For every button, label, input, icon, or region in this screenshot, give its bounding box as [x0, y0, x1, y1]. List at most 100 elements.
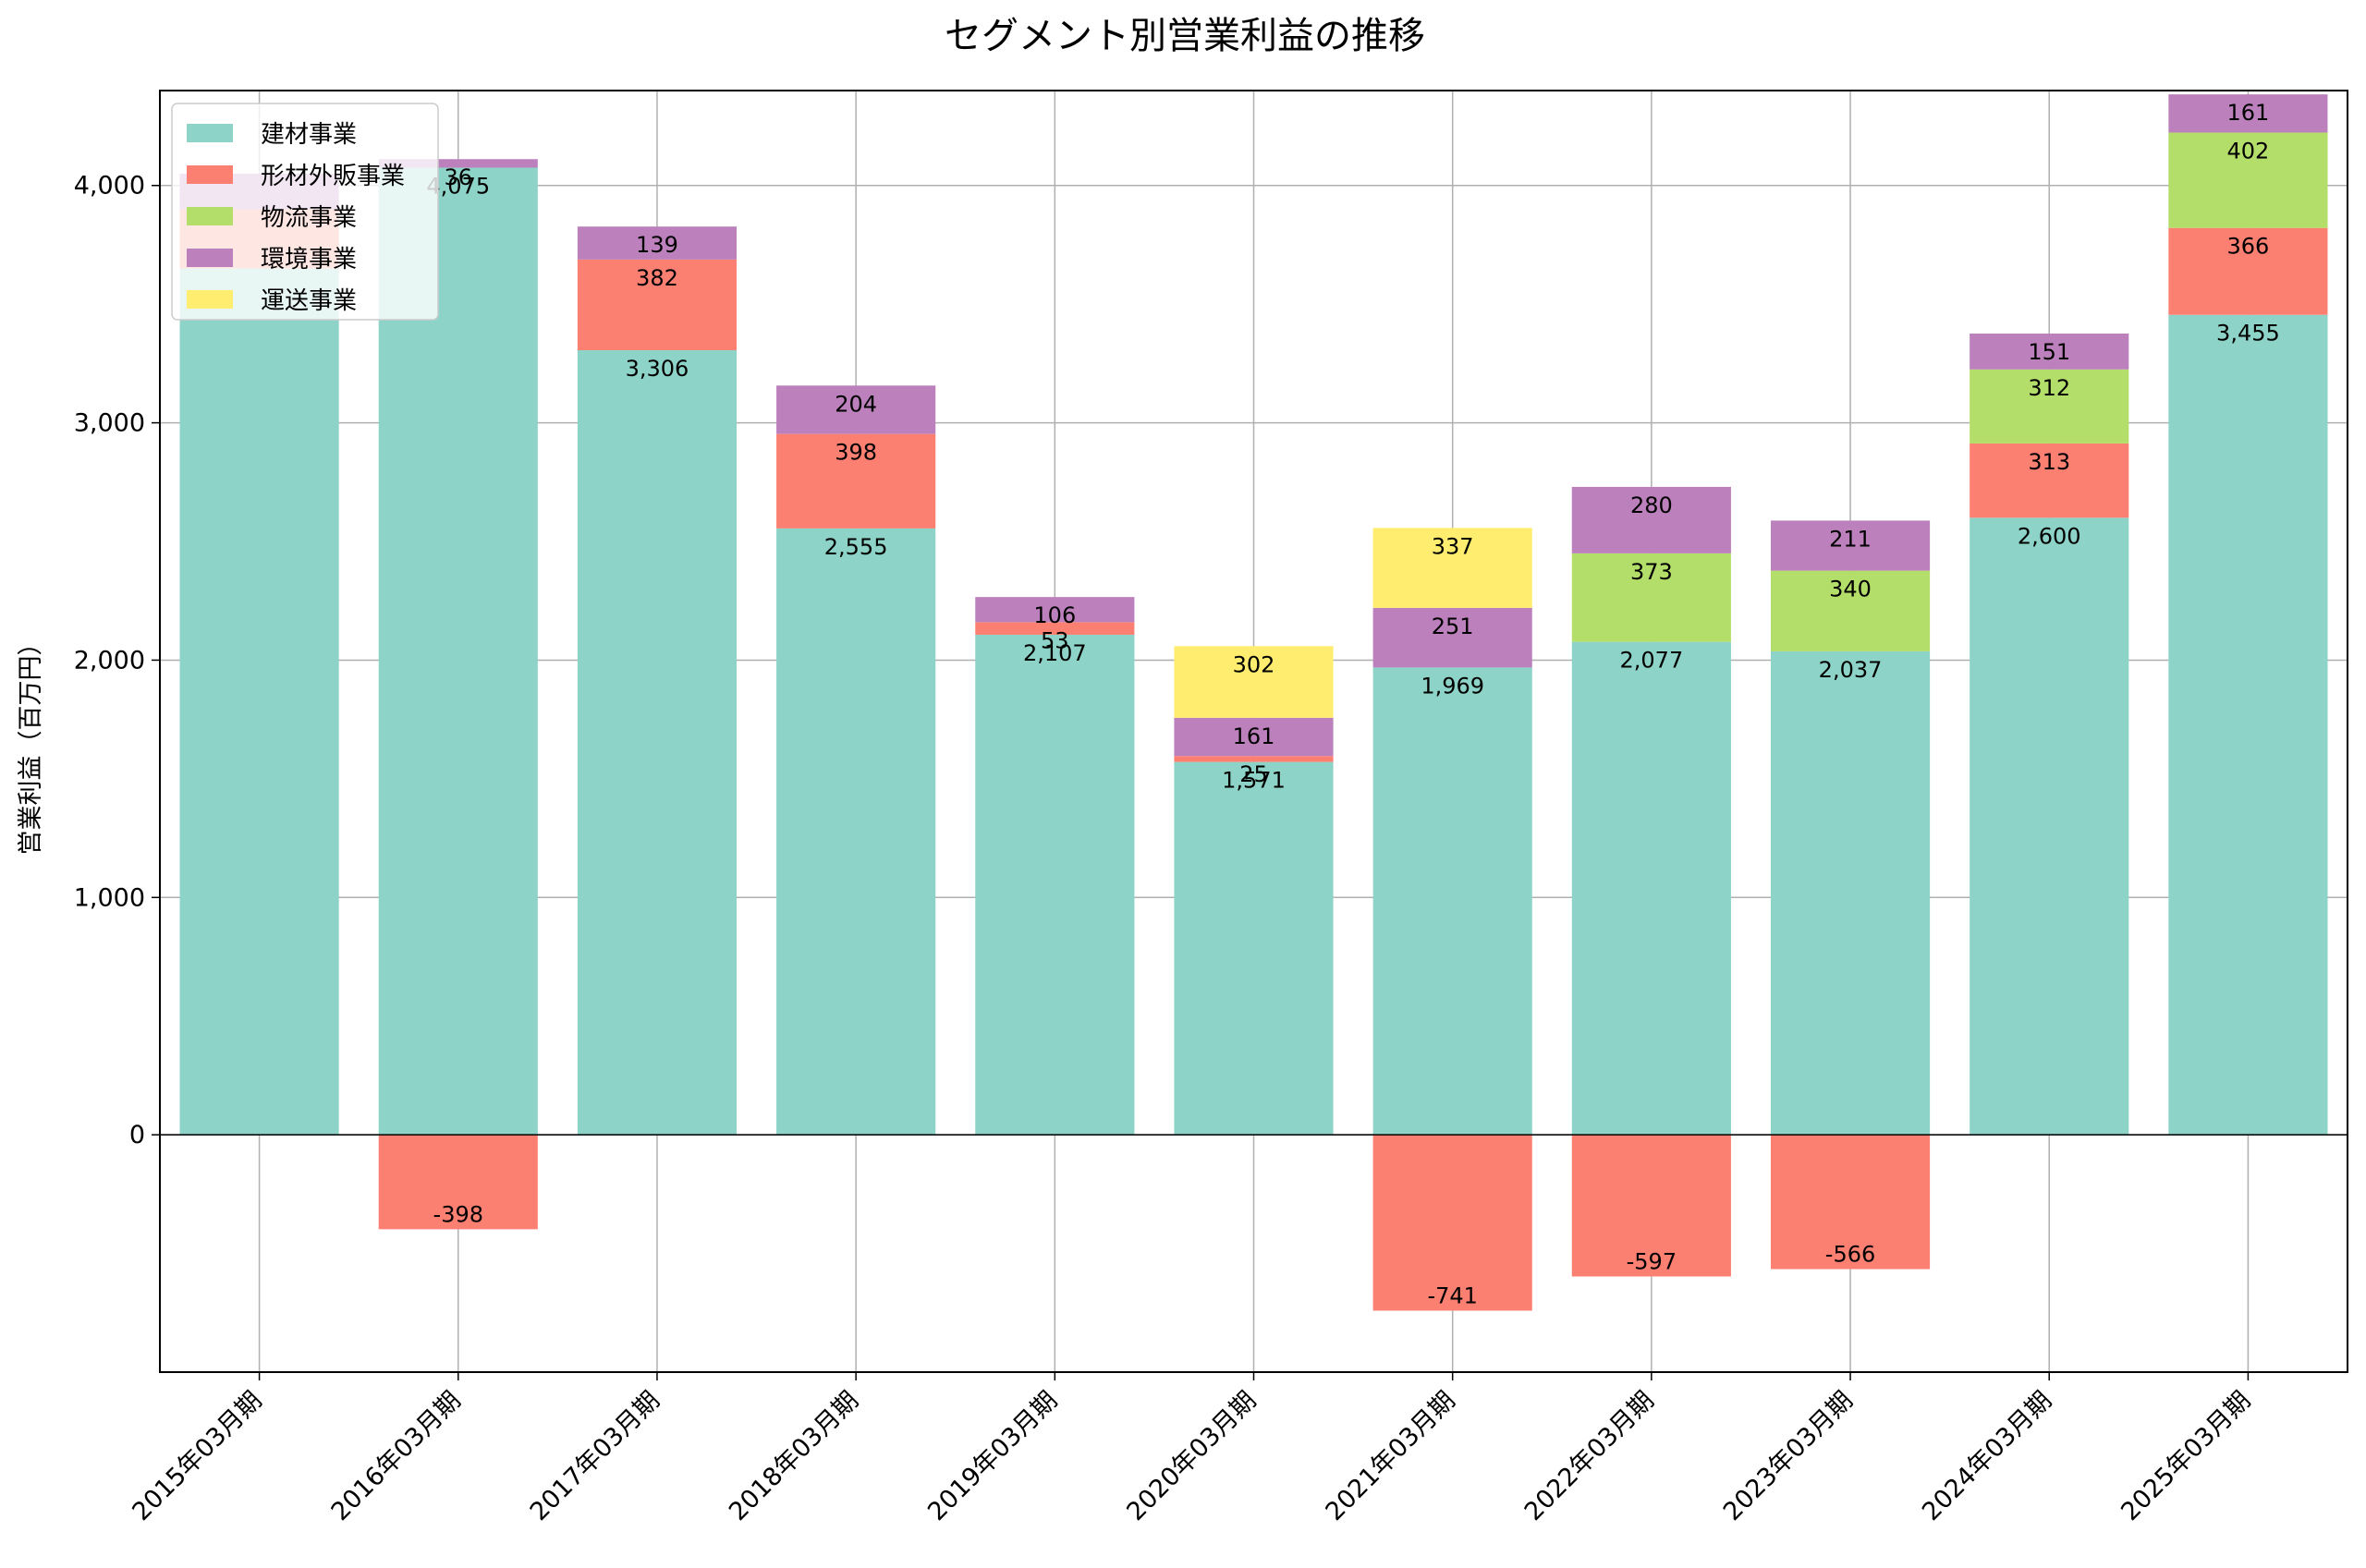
chart-title: セグメント別営業利益の推移 — [945, 15, 1425, 57]
y-tick-label: 1,000 — [74, 883, 145, 912]
bar-segment — [1970, 517, 2129, 1136]
x-tick-label: 2020年03月期 — [1121, 1386, 1262, 1526]
data-label: 312 — [2028, 375, 2070, 401]
data-label: 53 — [1041, 627, 1069, 653]
legend-swatch — [187, 124, 233, 142]
bar-segment — [1770, 520, 1931, 571]
bar-segment — [1174, 717, 1334, 757]
y-tick-label: 2,000 — [74, 646, 145, 675]
data-label: -398 — [433, 1201, 483, 1227]
bar-segment — [975, 622, 1135, 635]
data-label: 106 — [1033, 602, 1076, 628]
data-label: 25 — [1239, 761, 1268, 787]
bar-segment — [1571, 641, 1731, 1136]
data-label: 3,306 — [626, 356, 689, 382]
data-label: 2,600 — [2018, 523, 2081, 549]
bar-segment — [1970, 443, 2129, 518]
bar-segment — [776, 385, 936, 434]
bar-segment — [577, 226, 738, 260]
x-tick-label: 2022年03月期 — [1519, 1386, 1660, 1526]
data-label: 211 — [1829, 526, 1872, 552]
bar-segment — [2168, 227, 2328, 315]
data-label: 373 — [1630, 559, 1673, 585]
x-tick-label: 2017年03月期 — [525, 1386, 665, 1526]
bar-segment — [1571, 553, 1731, 642]
legend-box — [171, 103, 439, 321]
x-tick-label: 2023年03月期 — [1718, 1386, 1859, 1526]
bar-segment — [2168, 314, 2328, 1136]
y-tick-label: 4,000 — [74, 172, 145, 201]
legend-label: 形材外販事業 — [261, 163, 405, 190]
bar-segment — [975, 634, 1135, 1136]
legend-swatch — [187, 165, 233, 184]
data-label: 313 — [2028, 449, 2070, 475]
data-label: 340 — [1829, 577, 1872, 602]
legend-label: 建材事業 — [261, 121, 357, 149]
y-tick-label: 3,000 — [74, 409, 145, 438]
bar-segment — [1571, 1135, 1731, 1277]
bar-segment — [378, 167, 538, 1136]
x-tick-label: 2024年03月期 — [1917, 1386, 2057, 1526]
x-tick-label: 2018年03月期 — [724, 1386, 864, 1526]
data-label: 151 — [2028, 339, 2070, 365]
bar-segment — [776, 528, 936, 1136]
data-label: -741 — [1427, 1282, 1477, 1308]
data-label: 2,037 — [1819, 657, 1883, 683]
data-label: 2,555 — [824, 534, 888, 560]
data-label: 204 — [835, 391, 877, 417]
bar-segment — [1372, 528, 1532, 608]
legend-label: 運送事業 — [261, 287, 357, 315]
data-label: 161 — [1233, 723, 1275, 749]
data-label: 337 — [1432, 533, 1474, 559]
bar-segment — [1372, 607, 1532, 668]
bar-segment — [975, 597, 1135, 623]
bar-segment — [1970, 334, 2129, 370]
data-label: 366 — [2227, 234, 2270, 260]
legend-swatch — [187, 290, 233, 309]
data-label: 280 — [1630, 492, 1673, 518]
data-label: 302 — [1233, 651, 1275, 677]
legend-swatch — [187, 249, 233, 267]
data-label: 1,571 — [1222, 768, 1286, 794]
bar-segment — [1174, 646, 1334, 718]
data-label: 2,107 — [1023, 640, 1087, 666]
data-label: 3,455 — [2216, 321, 2280, 346]
legend-swatch — [187, 207, 233, 225]
bar-segment — [1571, 486, 1731, 553]
x-tick-label: 2025年03月期 — [2116, 1386, 2256, 1526]
data-label: 1,969 — [1421, 673, 1484, 699]
data-label: 2,077 — [1620, 648, 1684, 674]
bar-segment — [1770, 1135, 1931, 1270]
bar-segment — [2168, 94, 2328, 133]
bar-segment — [179, 268, 339, 1136]
data-label: 161 — [2227, 100, 2270, 126]
bar-segment — [1372, 1135, 1532, 1311]
bar-segment — [378, 159, 538, 168]
bar-segment — [1770, 570, 1931, 651]
data-label: 382 — [636, 265, 678, 291]
y-tick-label: 0 — [129, 1121, 145, 1149]
y-axis-label: 営業利益（百万円） — [17, 631, 45, 856]
data-label: 36 — [444, 164, 472, 190]
data-label: 251 — [1432, 614, 1474, 639]
bar-segment — [1770, 650, 1931, 1136]
bar-segment — [1174, 761, 1334, 1136]
x-tick-label: 2019年03月期 — [922, 1386, 1063, 1526]
legend-label: 物流事業 — [261, 204, 357, 232]
data-label: 398 — [835, 440, 877, 466]
data-label: -597 — [1627, 1248, 1677, 1274]
bar-segment — [776, 433, 936, 529]
x-tick-label: 2016年03月期 — [326, 1386, 467, 1526]
bar-segment — [1174, 756, 1334, 762]
bar-segment — [378, 1135, 538, 1230]
x-tick-label: 2015年03月期 — [127, 1386, 267, 1526]
bar-segment — [2168, 132, 2328, 228]
data-label: 402 — [2227, 138, 2270, 164]
bar-segment — [577, 259, 738, 350]
bars-layer — [179, 94, 2328, 1311]
bar-segment — [577, 349, 738, 1136]
x-tick-label: 2021年03月期 — [1321, 1386, 1461, 1526]
